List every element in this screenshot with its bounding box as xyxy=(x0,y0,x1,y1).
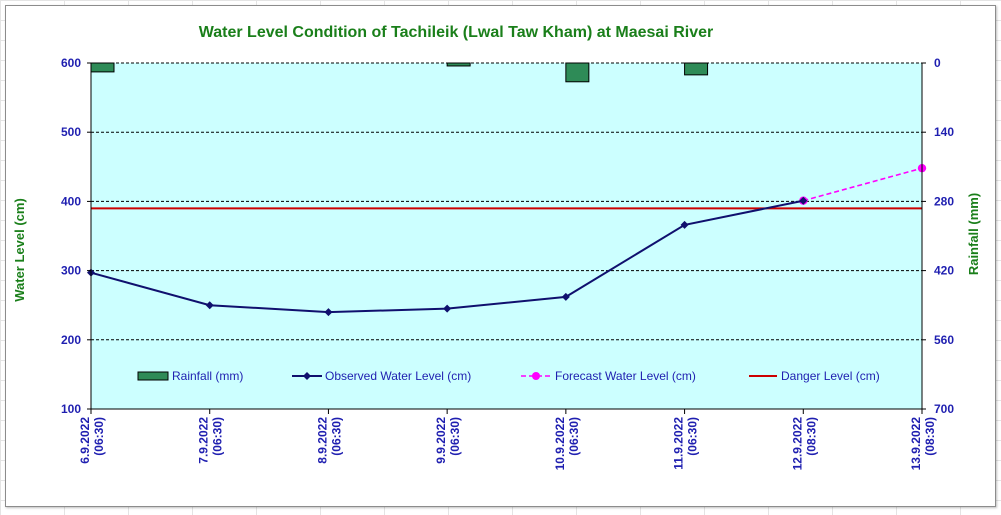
x-tick-label: 10.9.2022(06:30) xyxy=(553,417,581,471)
x-tick-label: 6.9.2022(06:30) xyxy=(78,417,106,464)
legend-danger-label: Danger Level (cm) xyxy=(781,369,880,383)
y-right-tick-label: 0 xyxy=(934,56,941,70)
y-left-tick-label: 200 xyxy=(61,333,81,347)
y-axis-left-label: Water Level (cm) xyxy=(12,198,27,302)
observed-point[interactable] xyxy=(443,304,452,313)
y-right-tick-label: 420 xyxy=(934,264,954,278)
y-right-tick-label: 560 xyxy=(934,333,954,347)
legend-observed-label: Observed Water Level (cm) xyxy=(325,369,471,383)
x-tick-label: 9.9.2022(06:30) xyxy=(434,417,462,464)
observed-point[interactable] xyxy=(324,308,333,317)
x-tick-label: 12.9.2022(08:30) xyxy=(790,417,818,471)
observed-point[interactable] xyxy=(680,220,689,229)
rainfall-bar[interactable] xyxy=(90,62,115,73)
rainfall-bar[interactable] xyxy=(446,62,471,67)
legend-forecast-marker xyxy=(532,372,540,380)
y-left-tick-label: 500 xyxy=(61,125,81,139)
x-tick-label: 11.9.2022(06:30) xyxy=(672,417,700,470)
y-left-tick-label: 300 xyxy=(61,264,81,278)
observed-point[interactable] xyxy=(561,292,570,301)
chart-title: Water Level Condition of Tachileik (Lwal… xyxy=(199,24,713,41)
y-axis-right-label: Rainfall (mm) xyxy=(966,193,981,275)
rainfall-bar[interactable] xyxy=(684,62,709,76)
y-left-tick-label: 600 xyxy=(61,56,81,70)
observed-point[interactable] xyxy=(205,301,214,310)
legend-forecast-label: Forecast Water Level (cm) xyxy=(555,369,696,383)
y-left-tick-label: 100 xyxy=(61,402,81,416)
x-tick-label: 13.9.2022(08:30) xyxy=(909,417,937,471)
plot-area[interactable] xyxy=(91,63,922,409)
x-tick-label: 8.9.2022(06:30) xyxy=(315,417,343,464)
x-tick-label: 7.9.2022(06:30) xyxy=(197,417,225,464)
y-right-tick-label: 140 xyxy=(934,125,954,139)
forecast-water-level-line[interactable] xyxy=(803,167,923,202)
y-left-tick-label: 400 xyxy=(61,194,81,208)
legend-rainfall-label: Rainfall (mm) xyxy=(172,369,243,383)
y-right-tick-label: 700 xyxy=(934,402,954,416)
rainfall-bar[interactable] xyxy=(565,62,590,83)
observed-point[interactable] xyxy=(799,196,808,205)
legend-rainfall-swatch xyxy=(137,371,169,381)
y-right-tick-label: 280 xyxy=(934,194,954,208)
legend-observed-marker xyxy=(303,372,311,380)
